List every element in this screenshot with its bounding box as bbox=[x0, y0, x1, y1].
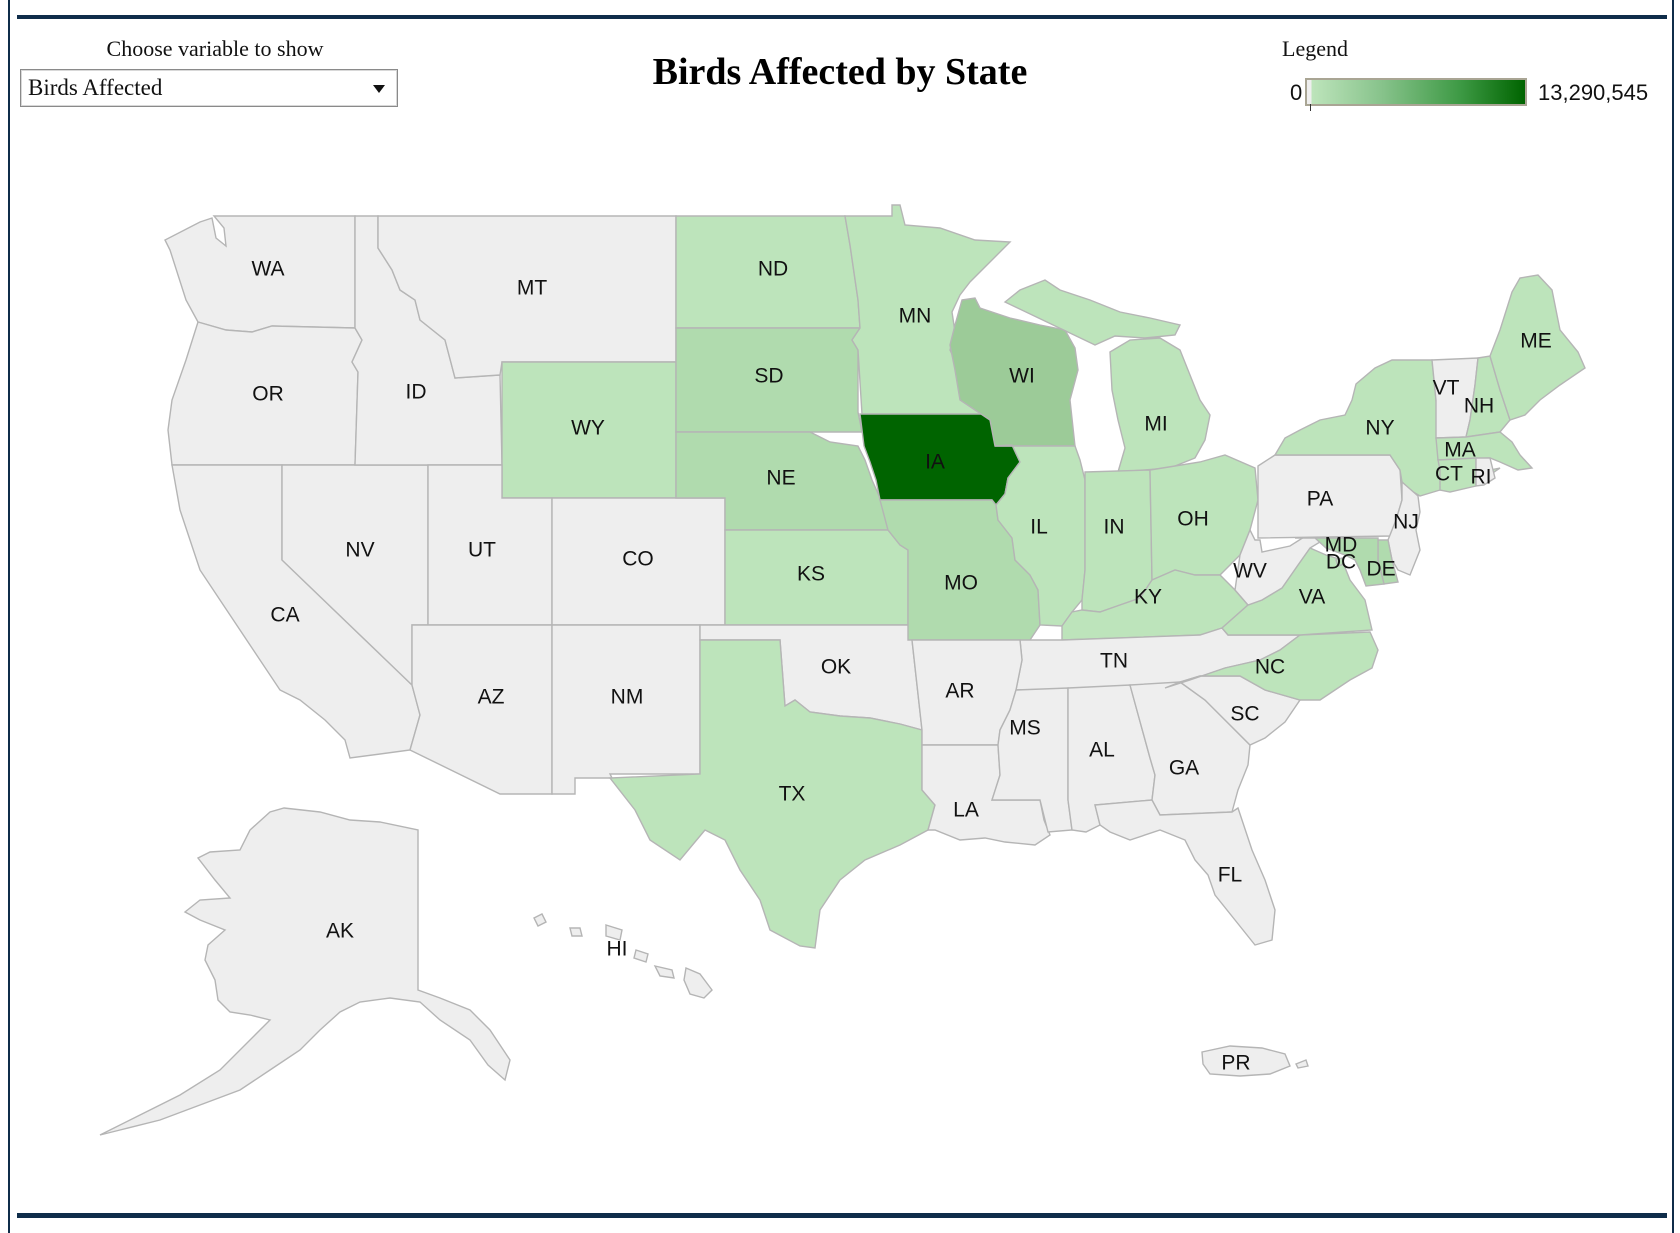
state-HI[interactable] bbox=[533, 913, 713, 999]
label-SC: SC bbox=[1230, 703, 1259, 726]
label-MI: MI bbox=[1144, 413, 1167, 436]
page-title: Birds Affected by State bbox=[652, 51, 1028, 93]
label-ND: ND bbox=[758, 258, 788, 281]
label-AZ: AZ bbox=[478, 686, 505, 709]
label-AL: AL bbox=[1089, 739, 1115, 762]
label-CA: CA bbox=[270, 604, 299, 627]
label-KY: KY bbox=[1134, 586, 1162, 609]
label-TX: TX bbox=[779, 783, 806, 806]
chevron-down-icon bbox=[373, 85, 385, 93]
label-PR: PR bbox=[1221, 1052, 1250, 1075]
label-PA: PA bbox=[1307, 488, 1333, 511]
label-NH: NH bbox=[1464, 395, 1494, 418]
label-NE: NE bbox=[766, 467, 795, 490]
label-MN: MN bbox=[899, 305, 932, 328]
frame-right-border bbox=[1672, 0, 1674, 1233]
state-WI[interactable] bbox=[949, 297, 1079, 447]
label-MS: MS bbox=[1009, 717, 1041, 740]
label-WV: WV bbox=[1233, 560, 1267, 583]
state-MD[interactable] bbox=[1295, 537, 1385, 587]
state-NJ[interactable] bbox=[1387, 480, 1421, 576]
label-OK: OK bbox=[821, 656, 851, 679]
label-MD: MD bbox=[1325, 534, 1358, 557]
label-VT: VT bbox=[1433, 377, 1460, 400]
bottom-divider bbox=[17, 1213, 1667, 1218]
label-IL: IL bbox=[1030, 516, 1048, 539]
label-FL: FL bbox=[1218, 864, 1243, 887]
state-NE[interactable] bbox=[675, 431, 889, 531]
state-PR[interactable] bbox=[1201, 1045, 1309, 1077]
label-AK: AK bbox=[326, 920, 354, 943]
state-TX[interactable] bbox=[608, 639, 936, 949]
variable-select-value: Birds Affected bbox=[28, 75, 163, 100]
label-WY: WY bbox=[571, 417, 605, 440]
legend-color-scale bbox=[1305, 78, 1527, 106]
label-WI: WI bbox=[1009, 365, 1035, 388]
label-OR: OR bbox=[252, 383, 284, 406]
label-NY: NY bbox=[1365, 417, 1394, 440]
label-UT: UT bbox=[468, 539, 496, 562]
label-WA: WA bbox=[251, 258, 284, 281]
label-MO: MO bbox=[944, 572, 978, 595]
label-RI: RI bbox=[1471, 466, 1492, 489]
label-DC: DC bbox=[1326, 551, 1356, 574]
label-NC: NC bbox=[1255, 656, 1285, 679]
label-OH: OH bbox=[1177, 508, 1209, 531]
label-ME: ME bbox=[1520, 330, 1552, 353]
label-TN: TN bbox=[1100, 650, 1128, 673]
label-IA: IA bbox=[925, 451, 945, 474]
label-SD: SD bbox=[754, 365, 783, 388]
label-NV: NV bbox=[345, 539, 374, 562]
label-CO: CO bbox=[622, 548, 654, 571]
label-AR: AR bbox=[945, 680, 974, 703]
variable-control: Choose variable to show Birds Affected bbox=[20, 36, 400, 107]
legend-min-label: 0 bbox=[1290, 80, 1303, 105]
state-AK[interactable] bbox=[99, 807, 511, 1136]
state-DC[interactable] bbox=[1335, 557, 1345, 567]
variable-select-label: Choose variable to show bbox=[106, 36, 324, 61]
label-LA: LA bbox=[953, 799, 979, 822]
state-NC[interactable] bbox=[1164, 631, 1379, 701]
state-MN[interactable] bbox=[844, 204, 1012, 415]
label-MA: MA bbox=[1444, 439, 1476, 462]
state-NM[interactable] bbox=[551, 624, 701, 795]
top-divider bbox=[17, 15, 1667, 19]
label-DE: DE bbox=[1366, 558, 1395, 581]
state-RI[interactable] bbox=[1475, 457, 1496, 487]
label-CT: CT bbox=[1435, 463, 1463, 486]
legend-zero-tick bbox=[1310, 104, 1311, 111]
legend-max-label: 13,290,545 bbox=[1538, 80, 1649, 105]
state-AZ[interactable] bbox=[409, 624, 553, 795]
state-MI[interactable] bbox=[1003, 279, 1211, 473]
label-NJ: NJ bbox=[1393, 511, 1419, 534]
label-HI: HI bbox=[607, 938, 628, 961]
label-IN: IN bbox=[1104, 516, 1125, 539]
label-ID: ID bbox=[406, 381, 427, 404]
variable-select[interactable]: Birds Affected bbox=[20, 69, 398, 107]
label-VA: VA bbox=[1299, 586, 1325, 609]
state-ME[interactable] bbox=[1489, 274, 1586, 421]
label-GA: GA bbox=[1169, 757, 1199, 780]
state-FL[interactable] bbox=[1094, 799, 1276, 946]
label-KS: KS bbox=[797, 563, 825, 586]
frame-left-border bbox=[8, 0, 10, 1233]
label-NM: NM bbox=[611, 686, 644, 709]
label-MT: MT bbox=[517, 277, 547, 300]
legend-title: Legend bbox=[1282, 36, 1348, 61]
